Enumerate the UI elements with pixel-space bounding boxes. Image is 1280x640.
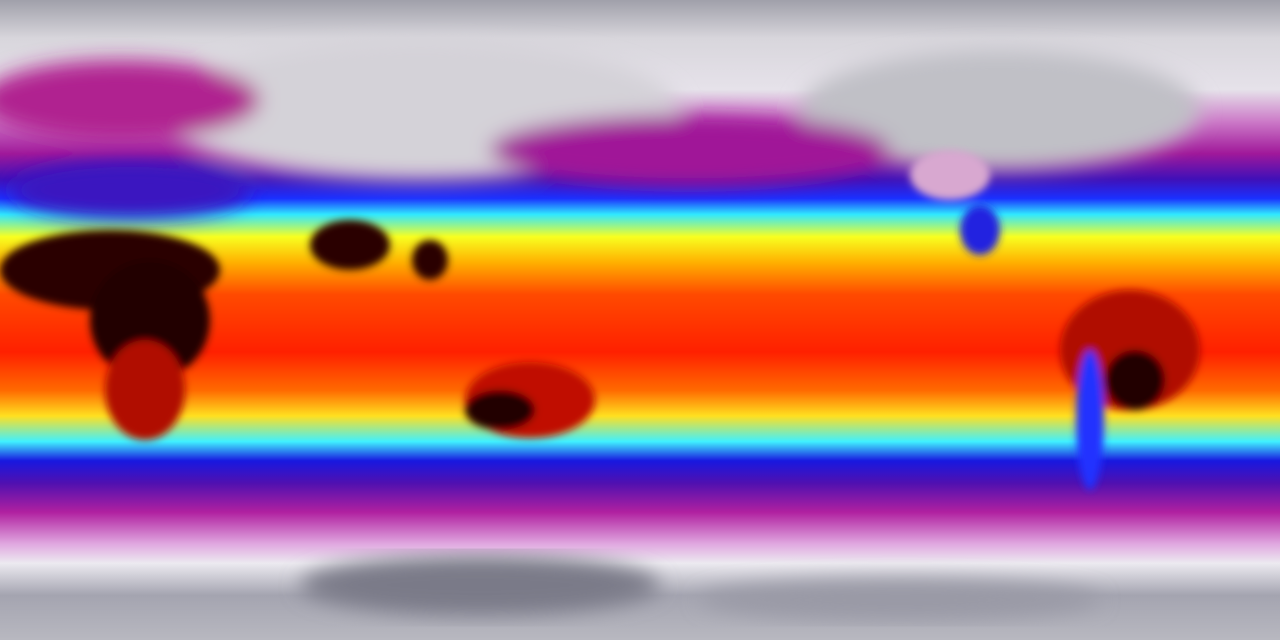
south-america xyxy=(1060,290,1200,490)
north-america xyxy=(910,150,1000,255)
africa xyxy=(0,220,448,440)
northern-landmass xyxy=(0,40,1200,220)
australia xyxy=(465,362,595,438)
antarctica xyxy=(300,555,1100,620)
